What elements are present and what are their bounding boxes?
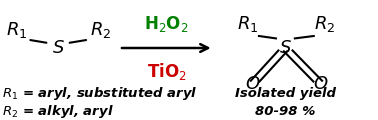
Text: $R_2$ = alkyl, aryl: $R_2$ = alkyl, aryl (2, 103, 114, 120)
Text: $R_1$ = aryl, substituted aryl: $R_1$ = aryl, substituted aryl (2, 85, 198, 102)
Text: $S$: $S$ (279, 39, 292, 57)
Text: TiO$_2$: TiO$_2$ (147, 62, 186, 83)
Text: $O$: $O$ (245, 75, 260, 93)
Text: $R_2$: $R_2$ (314, 14, 336, 34)
Text: $O$: $O$ (313, 75, 328, 93)
Text: Isolated yield: Isolated yield (235, 87, 336, 100)
Text: $R_1$: $R_1$ (237, 14, 258, 34)
Text: $S$: $S$ (52, 39, 65, 57)
Text: 80-98 %: 80-98 % (255, 105, 316, 118)
Text: $R_1$: $R_1$ (6, 20, 28, 40)
Text: $R_2$: $R_2$ (90, 20, 111, 40)
Text: H$_2$O$_2$: H$_2$O$_2$ (144, 14, 189, 34)
